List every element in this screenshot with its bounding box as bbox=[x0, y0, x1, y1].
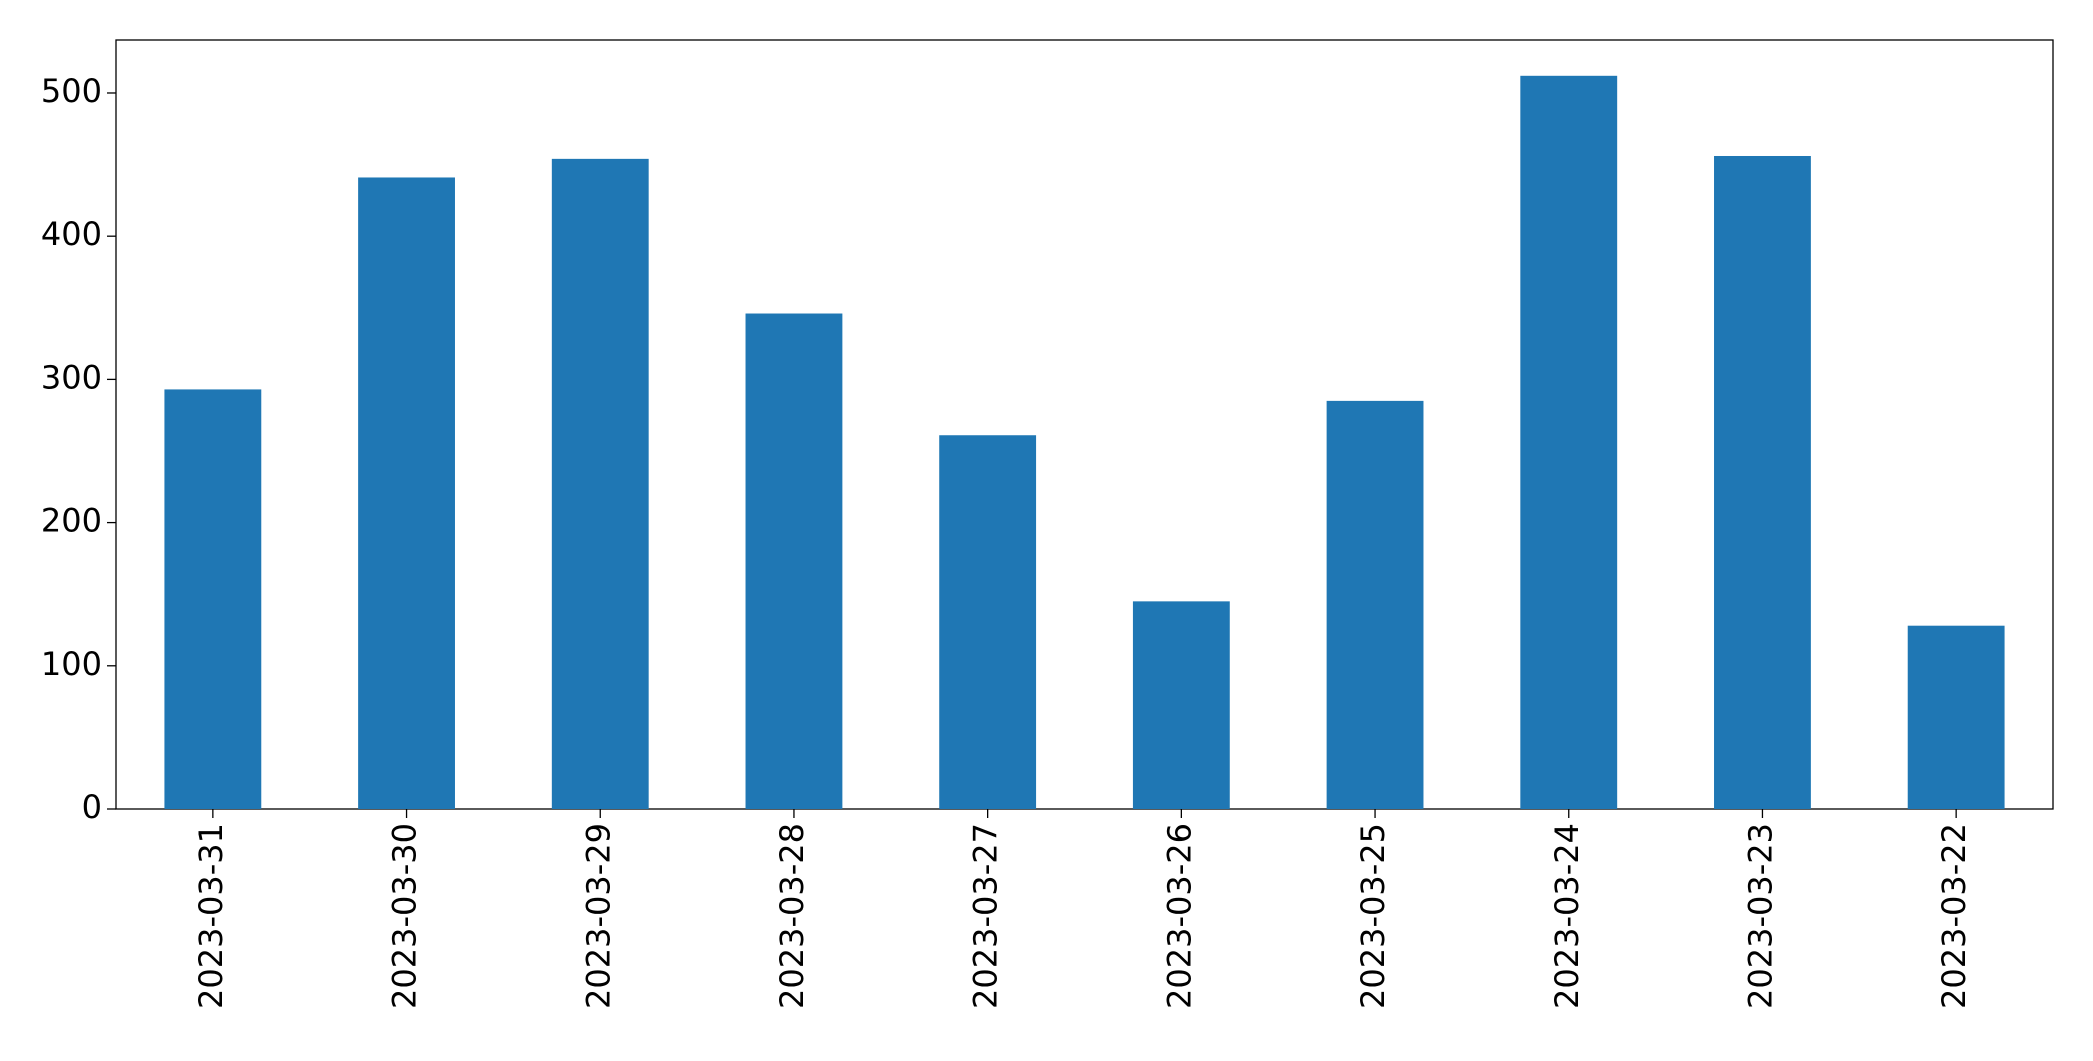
bar bbox=[1907, 625, 2005, 809]
y-tick-label: 500 bbox=[41, 72, 102, 110]
x-tick-label: 2023-03-29 bbox=[579, 823, 617, 1009]
x-tick-label: 2023-03-23 bbox=[1741, 823, 1779, 1009]
bar bbox=[939, 435, 1037, 809]
y-tick-label: 300 bbox=[41, 358, 102, 396]
y-tick-label: 400 bbox=[41, 215, 102, 253]
x-tick-label: 2023-03-30 bbox=[386, 823, 424, 1009]
y-tick-label: 100 bbox=[41, 645, 102, 683]
x-tick-label: 2023-03-24 bbox=[1548, 823, 1586, 1009]
x-tick-label: 2023-03-28 bbox=[773, 823, 811, 1009]
bar bbox=[1520, 75, 1618, 810]
x-tick-label: 2023-03-31 bbox=[192, 823, 230, 1009]
bar bbox=[164, 389, 262, 809]
x-tick-label: 2023-03-26 bbox=[1160, 823, 1198, 1009]
bar bbox=[1132, 601, 1230, 809]
bar bbox=[745, 313, 843, 809]
x-tick-label: 2023-03-27 bbox=[967, 823, 1005, 1009]
x-tick-label: 2023-03-22 bbox=[1935, 823, 1973, 1009]
y-tick-label: 200 bbox=[41, 502, 102, 540]
x-tick-label: 2023-03-25 bbox=[1354, 823, 1392, 1009]
bar bbox=[1714, 155, 1811, 810]
bar bbox=[551, 158, 649, 810]
y-tick-label: 0 bbox=[82, 788, 102, 826]
plot-frame bbox=[115, 39, 2054, 810]
bar bbox=[1326, 400, 1424, 809]
bar bbox=[358, 177, 455, 809]
